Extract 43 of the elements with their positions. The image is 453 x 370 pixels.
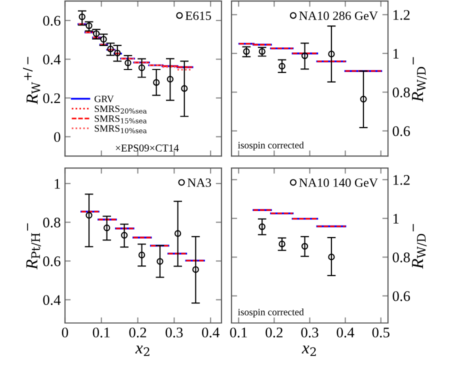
y-axis-title: R$_{W/D}$$^{−}$ — [412, 224, 427, 269]
y-tick-label: 0.6 — [43, 16, 60, 26]
y-tick-label: 0.4 — [43, 54, 61, 64]
legend-label: SMRS$_{10%sea}$ — [94, 125, 147, 134]
x-tick-label: 0.4 — [202, 328, 220, 338]
legend-label: SMRS$_{20%sea}$ — [94, 106, 147, 114]
y-tick-label: 0 — [54, 132, 60, 142]
legend-label: E615 — [185, 12, 212, 20]
y-tick-label: 0.8 — [392, 252, 410, 262]
y-tick-label: 0.2 — [43, 93, 60, 104]
annotation: ×EPS09×CT14 — [116, 144, 179, 152]
y-tick-label: 1 — [54, 178, 60, 189]
x-tick-label: 0.4 — [336, 328, 354, 338]
y-tick-label: 0.8 — [392, 88, 410, 98]
text: NA10 286 GeV — [299, 12, 378, 20]
x-tick-label: 0.1 — [92, 328, 110, 338]
x-tick-label: 0.3 — [301, 328, 318, 338]
y-axis-title: R$_{W}$$^{+/−}$ — [23, 56, 40, 104]
legend-label: SMRS$_{15%sea}$ — [94, 115, 147, 124]
y-tick-label: 1 — [393, 214, 399, 224]
text: NA10 140 GeV — [299, 178, 378, 187]
x-tick-label: 0.5 — [372, 328, 390, 338]
y-tick-label: 0.6 — [43, 256, 60, 266]
x-axis-title: x$_{2}$ — [302, 346, 316, 356]
y-tick-label: 0.6 — [392, 126, 410, 136]
x-tick-label: 0.3 — [166, 328, 183, 338]
annotation: isospin corrected — [238, 142, 304, 150]
y-tick-label: 0.8 — [43, 218, 60, 228]
y-tick-label: 1.2 — [393, 10, 410, 20]
x-axis-title: x$_{2}$ — [135, 346, 150, 356]
y-tick-label: 1 — [393, 48, 399, 58]
x-tick-label: 0.1 — [230, 328, 247, 338]
y-axis-title: R$_{Pt/H}$$^{−}$ — [26, 223, 41, 270]
legend-label: NA3 — [188, 178, 212, 187]
legend-label: GRV — [94, 96, 114, 102]
x-tick-label: 0 — [62, 328, 68, 338]
y-tick-label: 0.6 — [392, 291, 410, 302]
y-tick-label: 0.4 — [43, 295, 61, 306]
y-axis-title: R$_{W/D}$$^{−}$ — [412, 57, 427, 102]
x-tick-label: 0.2 — [266, 328, 282, 338]
annotation: isospin corrected — [238, 308, 304, 318]
y-tick-label: 1.2 — [393, 175, 410, 185]
x-tick-label: 0.2 — [129, 328, 146, 338]
